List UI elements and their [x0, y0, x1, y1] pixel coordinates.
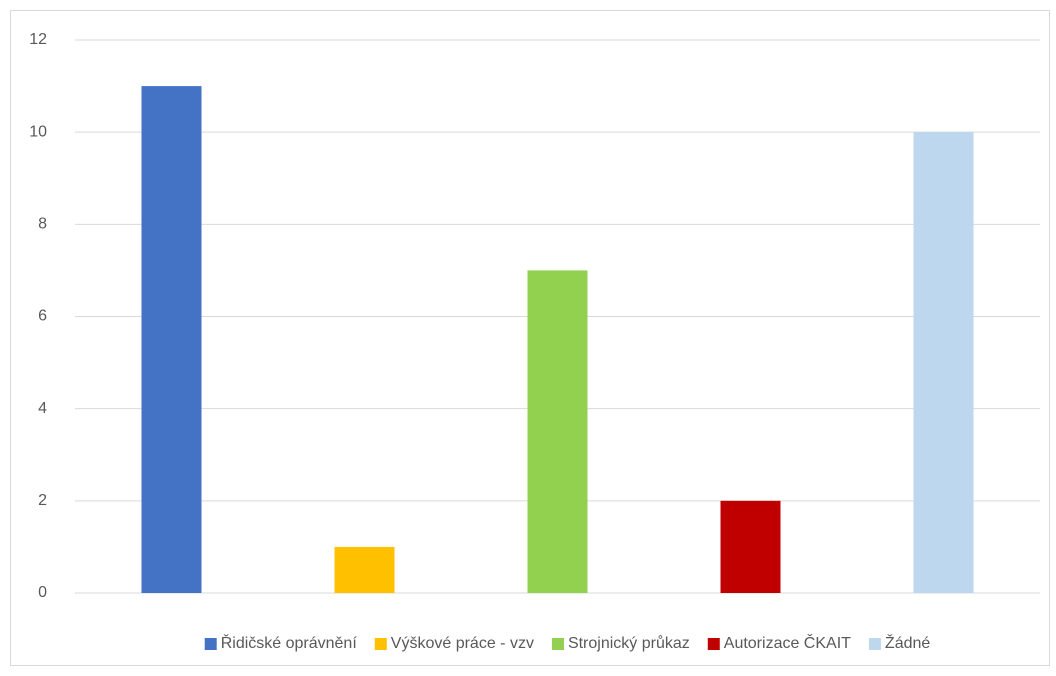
- legend-label: Řidičské oprávnění: [221, 633, 358, 652]
- legend-swatch: [707, 638, 720, 650]
- y-tick-label: 10: [29, 123, 47, 140]
- legend-swatch: [374, 638, 387, 650]
- legend-swatch: [868, 638, 881, 650]
- legend-label: Strojnický průkaz: [568, 634, 690, 652]
- bar: [141, 86, 202, 593]
- bar: [913, 132, 974, 593]
- y-tick-label: 6: [38, 308, 47, 325]
- y-tick-label: 4: [38, 400, 47, 417]
- y-tick-label: 12: [29, 31, 47, 48]
- y-tick-label: 2: [38, 492, 47, 509]
- y-tick-label: 8: [38, 216, 47, 233]
- legend-label: Autorizace ČKAIT: [724, 633, 851, 652]
- y-tick-label: 0: [38, 584, 47, 601]
- bar: [720, 500, 781, 593]
- legend-label: Výškové práce - vzv: [391, 635, 534, 652]
- bar: [527, 270, 588, 593]
- legend-swatch: [204, 638, 217, 650]
- legend-label: Žádné: [885, 633, 930, 652]
- bar: [334, 546, 395, 593]
- legend-swatch: [551, 638, 564, 650]
